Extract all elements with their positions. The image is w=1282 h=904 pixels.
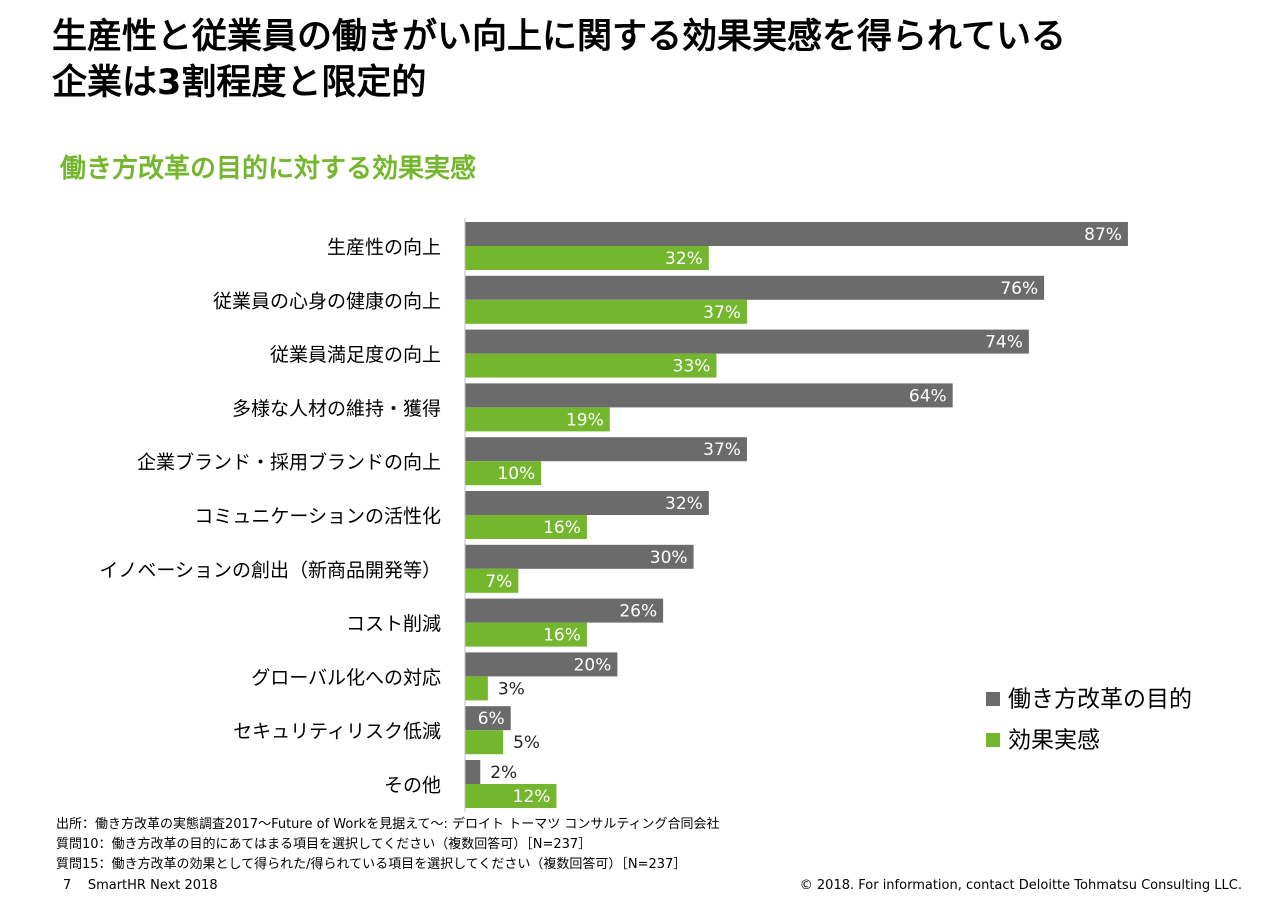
- data-label-purpose: 76%: [1000, 279, 1038, 299]
- page-title-line-2: 企業は3割程度と限定的: [52, 63, 427, 103]
- bar-effect: [465, 676, 488, 701]
- bar-effect: [465, 515, 587, 539]
- bar-effect: [465, 730, 504, 755]
- data-label-effect: 37%: [703, 303, 741, 323]
- data-label-purpose: 2%: [490, 763, 517, 783]
- category-label: セキュリティリスク低減: [233, 721, 441, 743]
- category-label: 多様な人材の維持・獲得: [232, 398, 441, 420]
- footer-left: 7 SmartHR Next 2018: [63, 878, 218, 893]
- bar-effect: [465, 246, 709, 270]
- bar-purpose: [465, 652, 618, 677]
- page-number: 7: [63, 878, 72, 893]
- data-label-effect: 33%: [673, 357, 711, 377]
- chart-subtitle: 働き方改革の目的に対する効果実感: [60, 154, 477, 184]
- bar-purpose: [465, 760, 481, 784]
- category-label: 生産性の向上: [327, 237, 441, 259]
- category-label: 従業員満足度の向上: [270, 344, 441, 366]
- page-title-line-1: 生産性と従業員の働きがい向上に関する効果実感を得られている: [52, 17, 1066, 57]
- data-label-effect: 5%: [513, 733, 540, 753]
- bar-purpose: [465, 491, 709, 515]
- data-label-purpose: 6%: [478, 709, 505, 729]
- category-label: 従業員の心身の健康の向上: [213, 290, 441, 312]
- legend-label-purpose: 働き方改革の目的: [1008, 687, 1192, 713]
- bar-effect: [465, 299, 747, 324]
- data-label-effect: 32%: [665, 249, 703, 269]
- data-label-purpose: 74%: [985, 333, 1023, 353]
- data-label-purpose: 37%: [703, 440, 741, 460]
- bar-purpose: [465, 222, 1128, 246]
- legend-swatch-effect: [986, 733, 1000, 747]
- source-note-2: 質問10：働き方改革の目的にあてはまる項目を選択してください（複数回答可）［N=…: [56, 837, 592, 852]
- bar-effect: [465, 461, 542, 486]
- category-label: イノベーションの創出（新商品開発等）: [99, 559, 441, 581]
- data-label-effect: 3%: [498, 679, 525, 699]
- data-label-purpose: 26%: [619, 602, 657, 622]
- data-label-purpose: 32%: [665, 494, 703, 514]
- source-notes: 出所：働き方改革の実態調査2017～Future of Workを見据えて～: …: [56, 815, 720, 875]
- bar-purpose: [465, 544, 694, 569]
- category-label: コミュニケーションの活性化: [194, 506, 441, 528]
- legend-label-effect: 効果実感: [1008, 728, 1100, 754]
- bar-purpose: [465, 437, 747, 462]
- bar-purpose: [465, 383, 953, 408]
- page-title: 生産性と従業員の働きがい向上に関する効果実感を得られている 企業は3割程度と限定…: [52, 14, 1252, 106]
- bar-effect: [465, 622, 587, 647]
- bar-purpose: [465, 275, 1045, 300]
- bar-effect: [465, 568, 519, 593]
- data-label-effect: 16%: [543, 626, 581, 646]
- copyright: © 2018. For information, contact Deloitt…: [799, 878, 1242, 893]
- data-label-purpose: 64%: [909, 386, 947, 406]
- data-label-purpose: 87%: [1084, 225, 1122, 245]
- data-label-effect: 12%: [513, 787, 551, 807]
- data-label-effect: 16%: [543, 518, 581, 538]
- source-note-3: 質問15：働き方改革の効果として得られた/得られている項目を選択してください（複…: [56, 857, 687, 872]
- bar-effect: [465, 353, 717, 378]
- bar-purpose: [465, 598, 664, 623]
- event-name: SmartHR Next 2018: [87, 878, 218, 893]
- data-label-purpose: 20%: [574, 655, 612, 675]
- bar-effect: [465, 784, 557, 808]
- category-label: その他: [384, 775, 441, 797]
- data-label-effect: 19%: [566, 410, 604, 430]
- data-label-effect: 10%: [497, 464, 535, 484]
- source-note-1: 出所：働き方改革の実態調査2017～Future of Workを見据えて～: …: [56, 817, 720, 832]
- category-label: コスト削減: [346, 613, 441, 635]
- data-label-purpose: 30%: [650, 548, 688, 568]
- bar-purpose: [465, 706, 511, 731]
- bar-purpose: [465, 329, 1029, 354]
- bar-effect: [465, 407, 610, 432]
- legend-swatch-purpose: [986, 692, 1000, 706]
- category-label: グローバル化への対応: [251, 667, 441, 689]
- category-label: 企業ブランド・採用ブランドの向上: [137, 451, 441, 474]
- data-label-effect: 7%: [485, 572, 512, 592]
